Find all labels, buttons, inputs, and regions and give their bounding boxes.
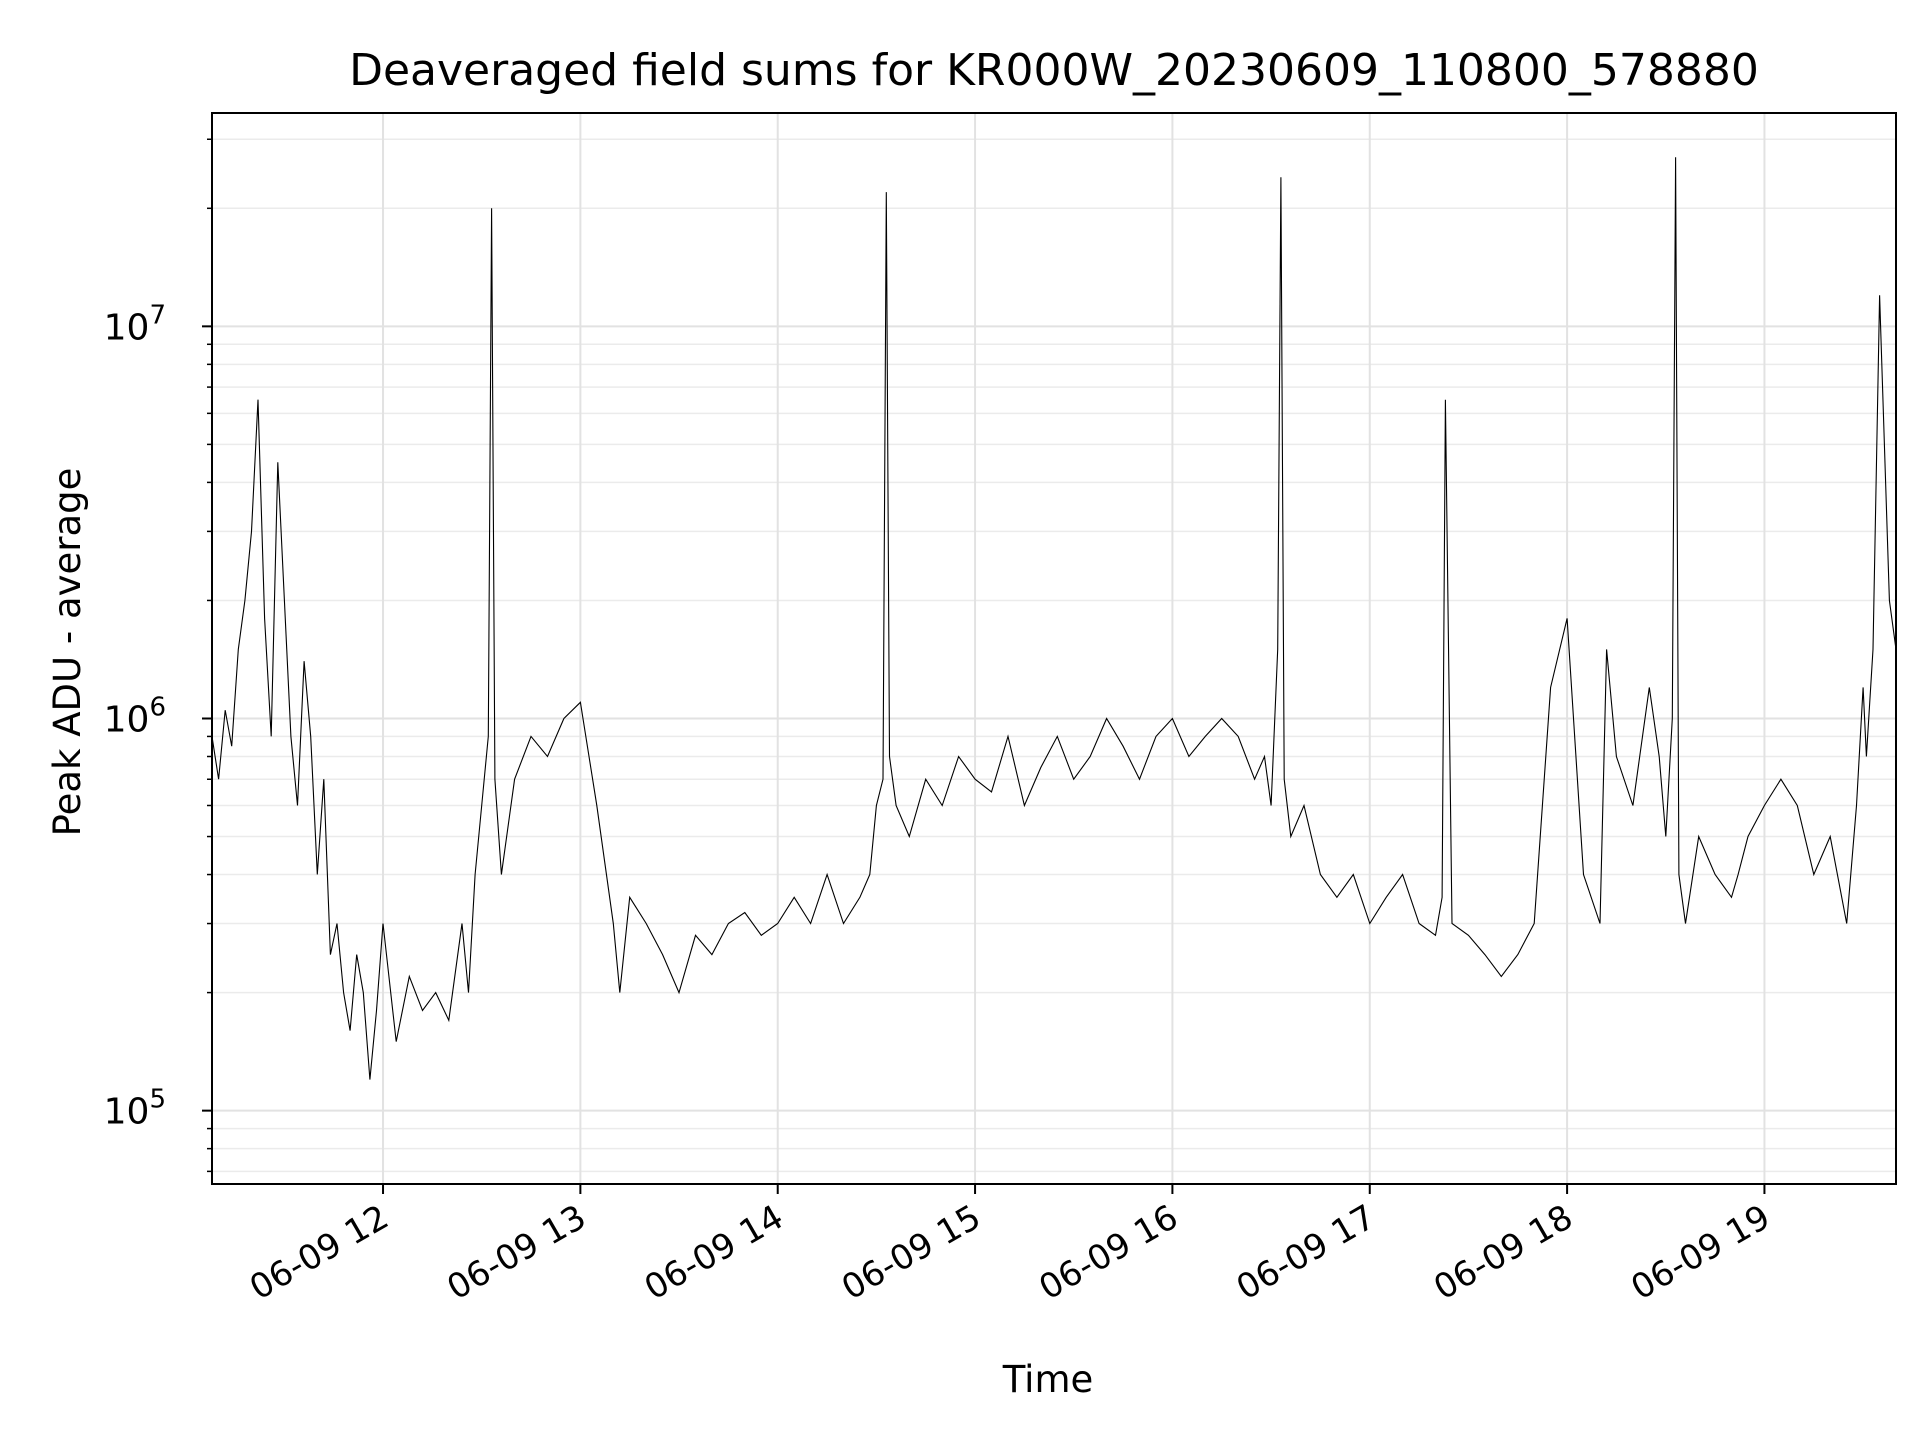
plot-frame	[211, 112, 1897, 1185]
y-tick-label: 106	[104, 692, 166, 740]
chart-title: Deaveraged field sums for KR000W_2023060…	[349, 45, 1759, 96]
series-line	[211, 157, 1897, 1080]
major-gridlines	[212, 113, 1896, 1184]
y-axis-label: Peak ADU - average	[46, 468, 89, 837]
y-tick-label: 105	[104, 1085, 166, 1133]
y-axis-ticks: 105 106 107	[104, 138, 212, 1173]
minor-gridlines	[212, 138, 1896, 1173]
y-tick-label: 107	[104, 300, 166, 348]
x-axis-label: Time	[1002, 1358, 1094, 1401]
